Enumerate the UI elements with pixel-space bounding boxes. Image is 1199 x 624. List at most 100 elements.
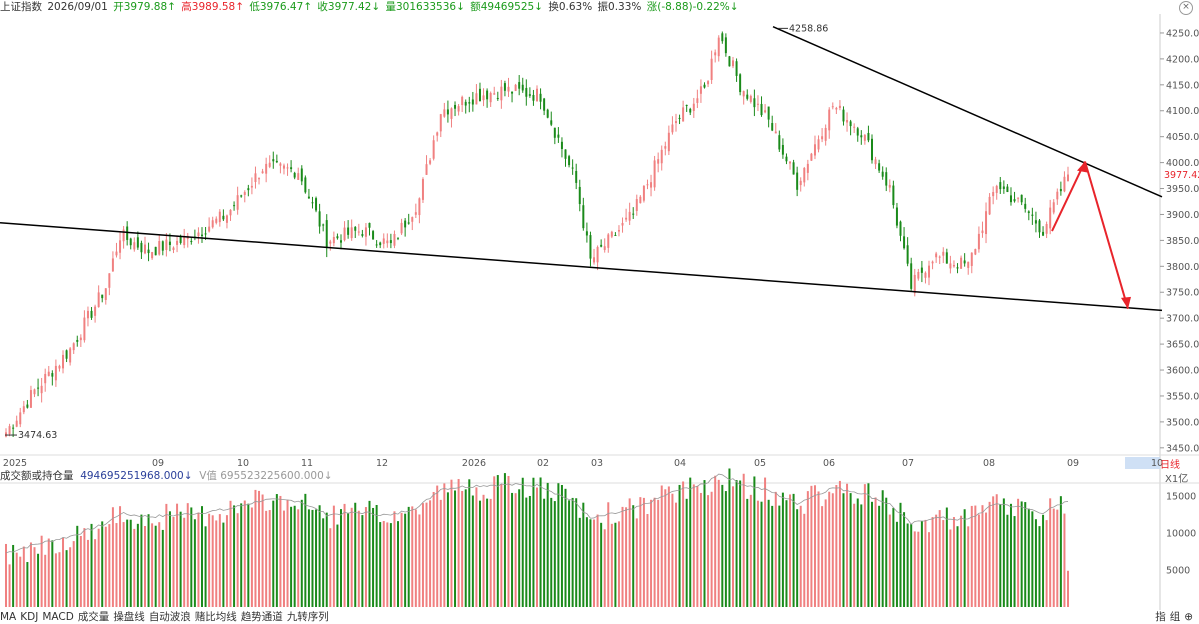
volume-bar — [108, 524, 111, 607]
candle-body — [229, 209, 232, 216]
candle-body — [664, 146, 667, 149]
volume-bar — [1027, 508, 1030, 607]
volume-bar — [571, 497, 574, 607]
volume-bar — [468, 479, 471, 607]
volume-bar — [436, 485, 439, 607]
volume-bar — [1024, 502, 1027, 607]
candle-body — [429, 160, 432, 164]
volume-bar — [831, 493, 834, 607]
candle-body — [1031, 214, 1034, 216]
indicator-volume[interactable]: 成交量 — [77, 611, 110, 623]
index-button[interactable]: 指 — [1155, 611, 1166, 623]
volume-bar — [550, 497, 553, 607]
candle-body — [339, 240, 342, 243]
volume-bar — [40, 535, 43, 607]
candle-body — [806, 163, 809, 173]
volume-ma: V值 695523225600.000↓ — [199, 470, 333, 482]
volume-bar — [154, 525, 157, 607]
down-arrow-line — [1084, 161, 1129, 310]
y-tick-label: 3850.00 — [1166, 236, 1199, 247]
candle-body — [992, 192, 995, 197]
candle-body — [350, 227, 353, 239]
candle-body — [486, 90, 489, 100]
candle-body — [985, 211, 988, 235]
volume-bar — [707, 495, 710, 607]
indicator-macd[interactable]: MACD — [42, 611, 74, 623]
volume-bar — [439, 499, 442, 607]
candle-body — [86, 310, 89, 319]
volume-bar — [457, 479, 460, 607]
indicator-bar: MA KDJ MACD 成交量 操盘线 自动波浪 赌比均线 趋势通道 九转序列 — [0, 611, 1199, 624]
current-price-bg — [1162, 168, 1198, 181]
volume-bar — [161, 529, 164, 607]
candle-body — [835, 107, 838, 110]
volume-bar — [856, 498, 859, 607]
candle-body — [892, 185, 895, 206]
volume-bar — [589, 519, 592, 607]
volume-bar — [204, 526, 207, 607]
volume-bar — [379, 522, 382, 607]
volume-bar — [710, 491, 713, 607]
indicator-nine-turn[interactable]: 九转序列 — [286, 611, 329, 623]
candle-body — [1049, 207, 1052, 229]
candle-body — [83, 317, 86, 341]
volume-bar — [279, 495, 282, 607]
candle-body — [243, 192, 246, 195]
candle-body — [895, 207, 898, 226]
candle-body — [888, 184, 891, 188]
quote-header: 上证指数 2026/09/01 开3979.88↑ 高3989.58↑ 低397… — [0, 0, 1199, 14]
volume-bar — [332, 505, 335, 607]
volume-bar — [311, 509, 314, 607]
candle-body — [856, 128, 859, 136]
volume-ma-line — [5, 473, 1069, 554]
volume-bar — [397, 521, 400, 607]
volume-bar — [1031, 511, 1034, 607]
candle-body — [261, 171, 264, 174]
amount-value: 额49469525↓ — [470, 1, 543, 13]
indicator-trade-line[interactable]: 操盘线 — [113, 611, 145, 623]
candle-body — [977, 233, 980, 250]
indicator-channel[interactable]: 趋势通道 — [240, 611, 283, 623]
volume-bar — [500, 484, 503, 607]
volume-bar — [1059, 496, 1062, 607]
volume-bar — [486, 498, 489, 607]
candle-body — [942, 251, 945, 256]
indicator-wave[interactable]: 自动波浪 — [148, 611, 191, 623]
volume-bar — [129, 519, 132, 607]
candle-body — [760, 103, 763, 116]
candle-body — [642, 185, 645, 201]
candle-body — [496, 97, 499, 99]
turnover-value: 换0.63% — [548, 1, 593, 13]
add-icon[interactable]: ⊕ — [1184, 611, 1193, 623]
indicator-kdj[interactable]: KDJ — [20, 611, 39, 623]
volume-bar — [33, 547, 36, 607]
period-button[interactable]: 日线 — [1160, 460, 1180, 471]
candle-body — [94, 306, 97, 316]
volume-header: 成交额或持仓量 494695251968.000↓ V值 69552322560… — [0, 469, 1199, 483]
candle-body — [215, 218, 218, 223]
candle-body — [963, 260, 966, 264]
volume-bar — [496, 475, 499, 607]
candle-body — [172, 247, 175, 251]
candle-body — [500, 86, 503, 101]
candle-body — [853, 126, 856, 128]
volume-bar — [771, 505, 774, 607]
y-tick-label: 3900.00 — [1166, 210, 1199, 221]
candle-body — [464, 101, 467, 106]
volume-bar — [1045, 520, 1048, 607]
group-button[interactable]: 组 — [1169, 611, 1181, 623]
candle-body — [211, 220, 214, 228]
volume-bar — [322, 518, 325, 607]
indicator-ma[interactable]: MA — [0, 611, 17, 623]
volume-bar — [988, 501, 991, 607]
close-icon[interactable]: × — [1179, 1, 1193, 15]
indicator-ratio-ma[interactable]: 赌比均线 — [194, 611, 237, 623]
candle-body — [696, 98, 699, 103]
candle-body — [810, 153, 813, 161]
volume-bar — [682, 481, 685, 607]
candle-body — [425, 164, 428, 175]
volume-bar — [692, 484, 695, 607]
volume-bar — [628, 498, 631, 607]
candle-body — [650, 182, 653, 188]
